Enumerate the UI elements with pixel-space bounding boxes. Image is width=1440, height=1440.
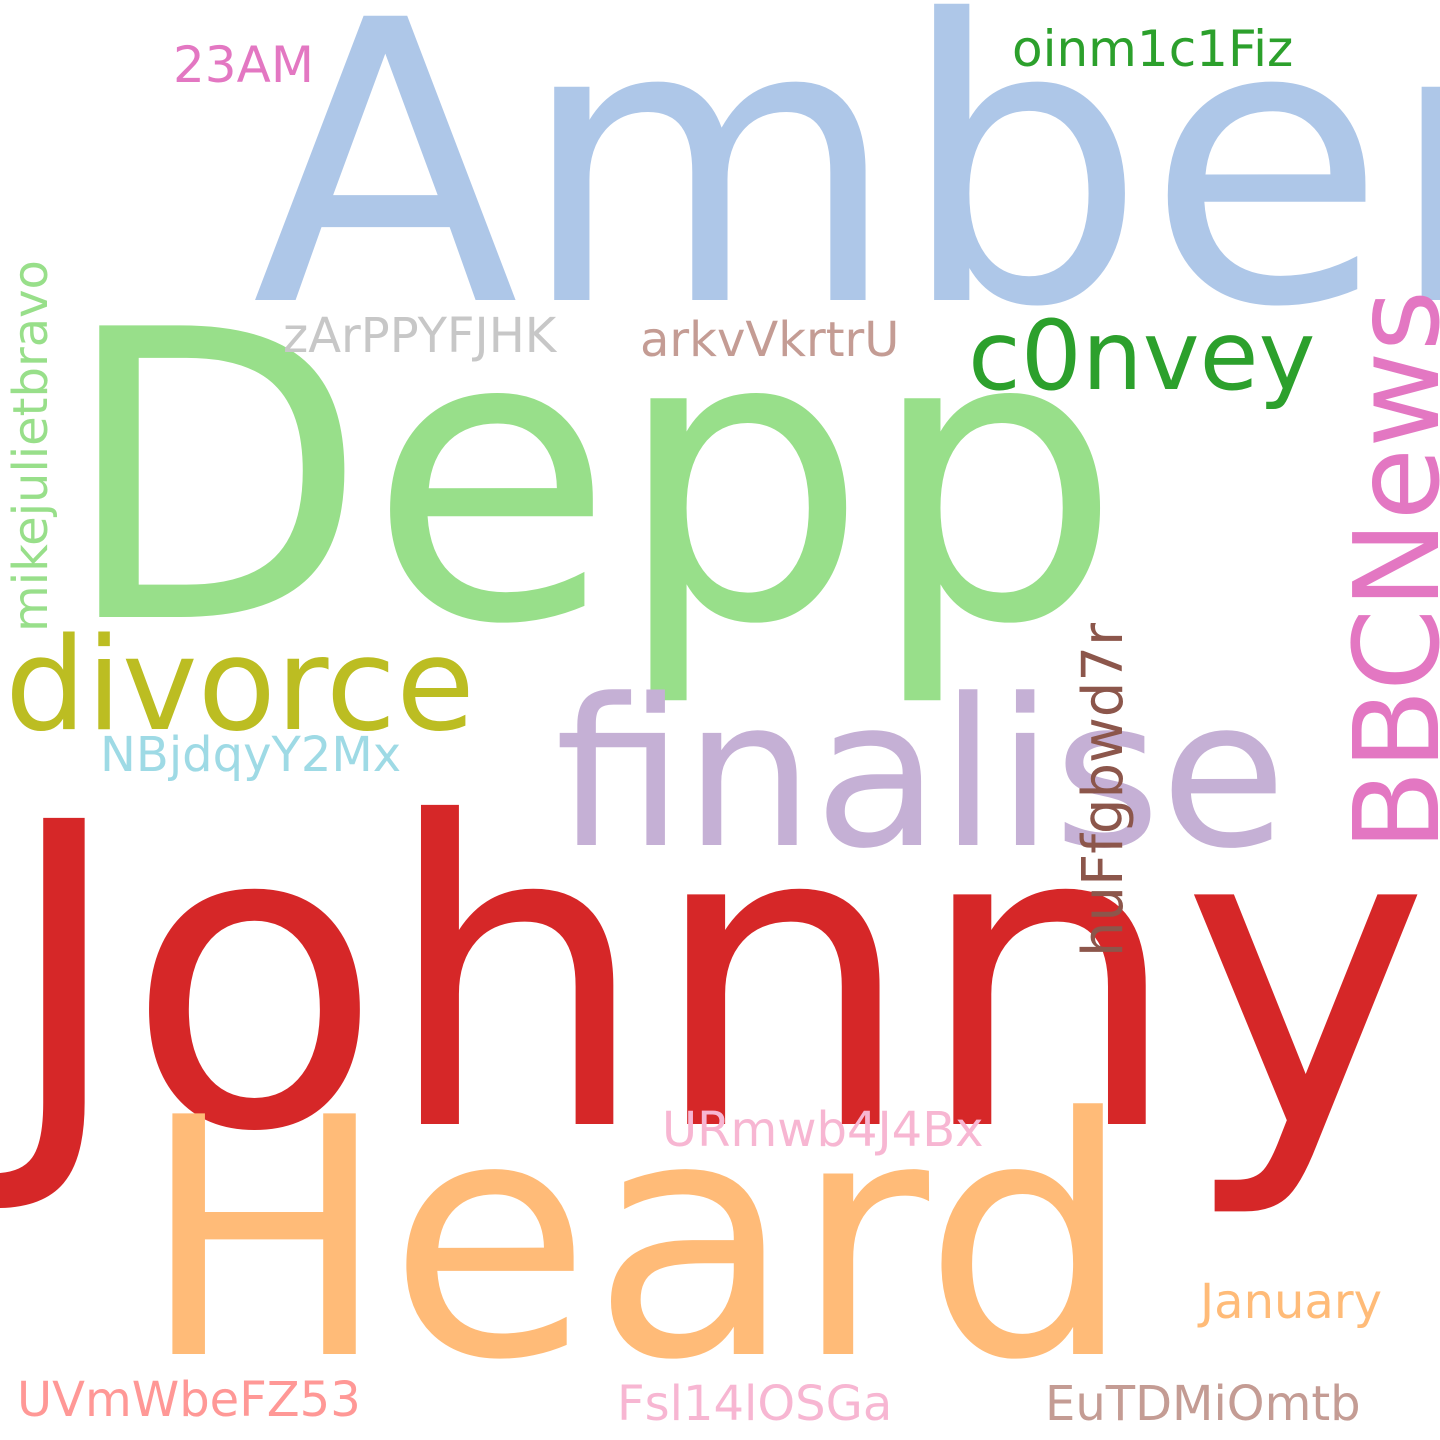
word-mikejulietbravo: mikejulietbravo xyxy=(3,260,59,632)
word-huffgbwd7r: huFfgbwd7r xyxy=(1071,622,1136,957)
word-johnny: Johnny xyxy=(2,735,1430,1224)
word-arkvvkrtru: arkvVkrtrU xyxy=(640,312,900,368)
word-nbjdqyy2mx: NBjdqyY2Mx xyxy=(100,727,402,783)
word-eutdmiomtb: EuTDMiOmtb xyxy=(1045,1376,1361,1432)
word-23am: 23AM xyxy=(173,36,314,94)
word-depp: Depp xyxy=(60,247,1122,712)
word-bbcnews: BBCNews xyxy=(1328,289,1440,851)
word-finalise: finalise xyxy=(555,656,1287,894)
word-urmwb4j4bx: URmwb4J4Bx xyxy=(662,1102,984,1158)
word-heard: Heard xyxy=(140,1048,1133,1432)
word-fsl14losga: Fsl14lOSGa xyxy=(617,1376,893,1432)
word-uvmwbefz53: UVmWbeFZ53 xyxy=(17,1372,361,1428)
word-january: January xyxy=(1200,1274,1382,1330)
word-c0nvey: c0nvey xyxy=(968,300,1316,412)
word-oinm1c1fiz: oinm1c1Fiz xyxy=(1012,20,1294,78)
word-divorce: divorce xyxy=(5,611,475,760)
word-zarppyfjhk: zArPPYFJHK xyxy=(283,308,557,364)
word-amber: Amber xyxy=(252,0,1440,392)
